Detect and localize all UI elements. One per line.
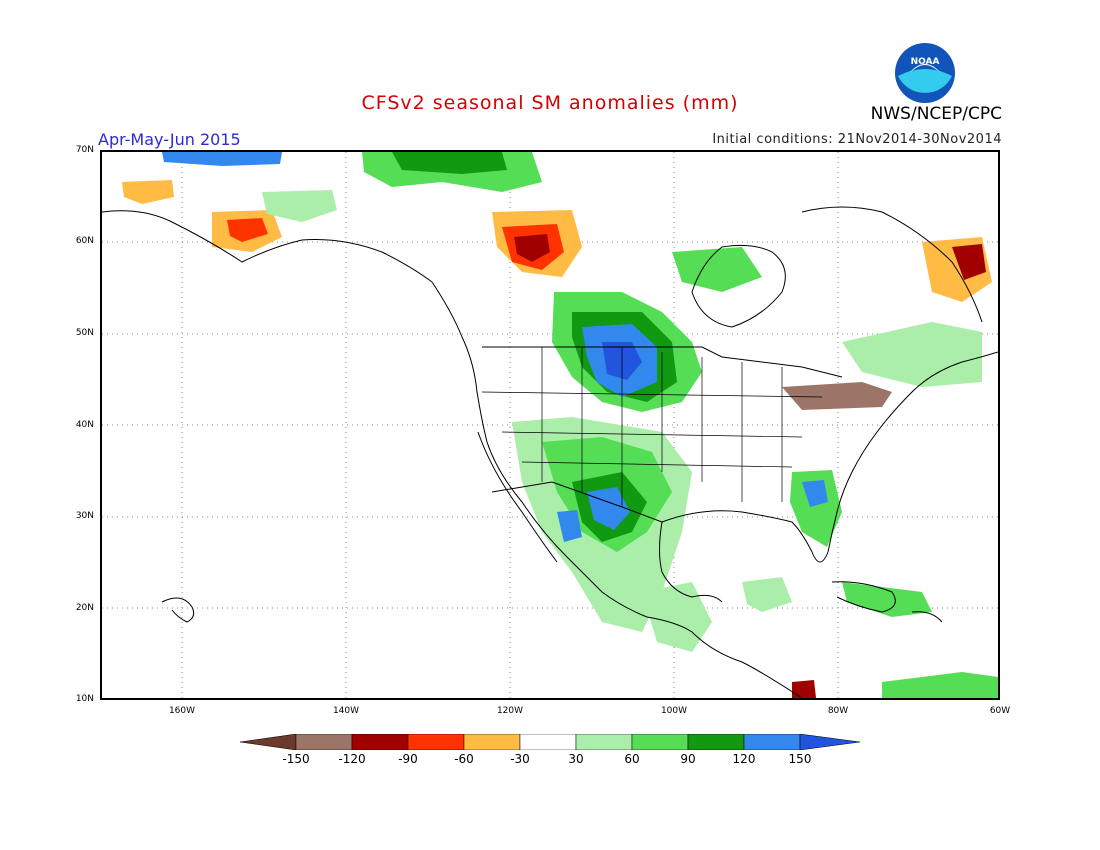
lon-label: 80W (827, 706, 849, 716)
colorbar-label: -150 (282, 752, 310, 766)
colorbar-arrow-low (239, 733, 297, 751)
coastlines (102, 206, 998, 698)
lat-label: 70N (75, 145, 94, 155)
logo-text: NOAA (911, 57, 940, 67)
colorbar-label: -90 (398, 752, 418, 766)
lat-label: 30N (75, 511, 94, 521)
state-boundaries (481, 347, 823, 507)
colorbar-bin (631, 733, 689, 751)
colorbar-label: 90 (680, 752, 696, 766)
lat-label: 10N (75, 694, 94, 704)
lat-label: 50N (75, 328, 94, 338)
lon-label: 60W (989, 706, 1011, 716)
colorbar-bin (295, 733, 353, 751)
colorbar-label: 150 (788, 752, 812, 766)
colorbar-arrow-high (799, 733, 861, 751)
noaa-logo-icon: NOAA (894, 42, 956, 104)
initial-conditions-label: Initial conditions: 21Nov2014-30Nov2014 (712, 132, 1002, 147)
colorbar-label: -30 (510, 752, 530, 766)
colorbar-label: 120 (732, 752, 756, 766)
colorbar-bin (743, 733, 801, 751)
agency-label: NWS/NCEP/CPC (870, 104, 1002, 124)
colorbar-label: 30 (568, 752, 584, 766)
lon-label: 140W (332, 706, 360, 716)
colorbar-bin (519, 733, 577, 751)
chart-title: CFSv2 seasonal SM anomalies (mm) (361, 92, 739, 114)
colorbar (239, 733, 861, 751)
colorbar-bin (463, 733, 521, 751)
period-label: Apr-May-Jun 2015 (98, 130, 241, 149)
colorbar-label: -60 (454, 752, 474, 766)
colorbar-bin (687, 733, 745, 751)
map-panel (100, 150, 1000, 700)
anomaly-fields (122, 152, 998, 698)
colorbar-bin (407, 733, 465, 751)
lon-label: 120W (496, 706, 524, 716)
colorbar-label: -120 (338, 752, 366, 766)
lat-label: 60N (75, 236, 94, 246)
colorbar-bin (575, 733, 633, 751)
lon-label: 160W (168, 706, 196, 716)
colorbar-bin (351, 733, 409, 751)
lon-label: 100W (660, 706, 688, 716)
colorbar-label: 60 (624, 752, 640, 766)
lat-label: 40N (75, 420, 94, 430)
lat-label: 20N (75, 603, 94, 613)
map-svg (102, 152, 998, 698)
